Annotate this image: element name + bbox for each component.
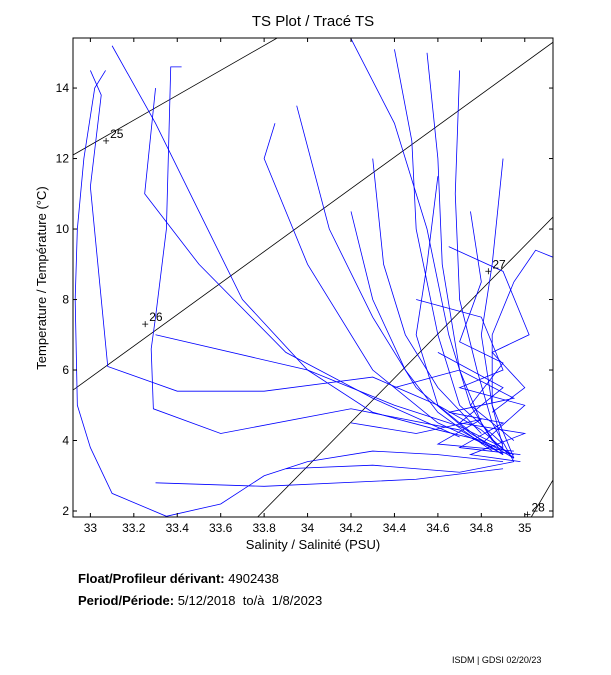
ts-profile (350, 418, 514, 452)
density-line-26 (73, 41, 553, 391)
density-label-25: 25 (110, 127, 124, 141)
density-label-27: 27 (492, 257, 506, 271)
density-lines (73, 38, 553, 517)
axes: 33 33.2 33.4 33.6 33.8 34 34.2 34.4 34.6 34.8 35 2 4… (56, 38, 553, 535)
ts-profile (155, 468, 504, 487)
x-tick-label: 34 (301, 521, 315, 535)
ts-profile (416, 299, 526, 445)
ts-profile (448, 246, 530, 413)
y-tick-label: 6 (62, 363, 69, 377)
x-tick-label: 34.4 (383, 521, 407, 535)
float-id: 4902438 (228, 571, 279, 586)
x-tick-label: 33.2 (122, 521, 146, 535)
ts-profile (89, 70, 515, 459)
ts-profile (394, 369, 521, 456)
density-marker (142, 321, 149, 328)
x-tick-label: 34.8 (470, 521, 494, 535)
x-tick-label: 34.6 (426, 521, 450, 535)
float-info: Float/Profileur dérivant: 4902438 (78, 571, 279, 586)
y-axis-label: Temperature / Température (°C) (34, 186, 49, 369)
density-marker (524, 511, 531, 517)
ts-profile (285, 461, 514, 473)
y-tick-label: 4 (62, 434, 69, 448)
ts-profile (144, 88, 460, 438)
density-line-25 (73, 38, 278, 156)
ts-profile (454, 70, 515, 462)
density-line-28 (530, 479, 553, 517)
period-value: 5/12/2018 to/à 1/8/2023 (177, 593, 323, 608)
y-tick-label: 10 (56, 222, 70, 236)
ts-profile (74, 70, 504, 517)
ts-profile (394, 49, 504, 445)
chart-title: TS Plot / Tracé TS (252, 13, 374, 30)
x-tick-label: 33.4 (166, 521, 190, 535)
x-tick-label: 35 (518, 521, 532, 535)
ts-profile (155, 334, 504, 448)
x-tick-label: 34.2 (339, 521, 363, 535)
ts-profile (415, 176, 515, 455)
profiles (74, 38, 553, 517)
density-marker (485, 268, 492, 275)
ts-profile (350, 38, 515, 459)
ts-profile (372, 158, 482, 434)
x-axis-label: Salinity / Salinité (PSU) (246, 537, 380, 552)
x-tick-label: 33 (84, 521, 98, 535)
ts-profile (437, 352, 527, 463)
period-label: Period/Période: (78, 593, 175, 608)
x-tick-label: 33.6 (209, 521, 233, 535)
x-tick-label: 33.8 (252, 521, 276, 535)
ts-profile (491, 249, 553, 459)
credit-text: ISDM | GDSI 02/20/23 (452, 655, 542, 665)
float-label: Float/Profileur dérivant: (78, 571, 225, 586)
density-line-27 (257, 216, 553, 517)
density-marker (103, 137, 110, 144)
y-tick-label: 12 (56, 152, 70, 166)
ts-profile (111, 45, 504, 455)
y-tick-label: 2 (62, 504, 69, 518)
ts-profile (480, 158, 504, 448)
period-info: Period/Période: 5/12/2018 to/à 1/8/2023 (78, 593, 322, 608)
ts-profile (150, 66, 504, 455)
plot-frame (72, 37, 554, 518)
y-tick-label: 8 (62, 293, 69, 307)
density-label-28: 28 (531, 500, 545, 514)
y-tick-label: 14 (56, 81, 70, 95)
ts-profile (459, 211, 515, 441)
density-label-26: 26 (149, 310, 163, 324)
